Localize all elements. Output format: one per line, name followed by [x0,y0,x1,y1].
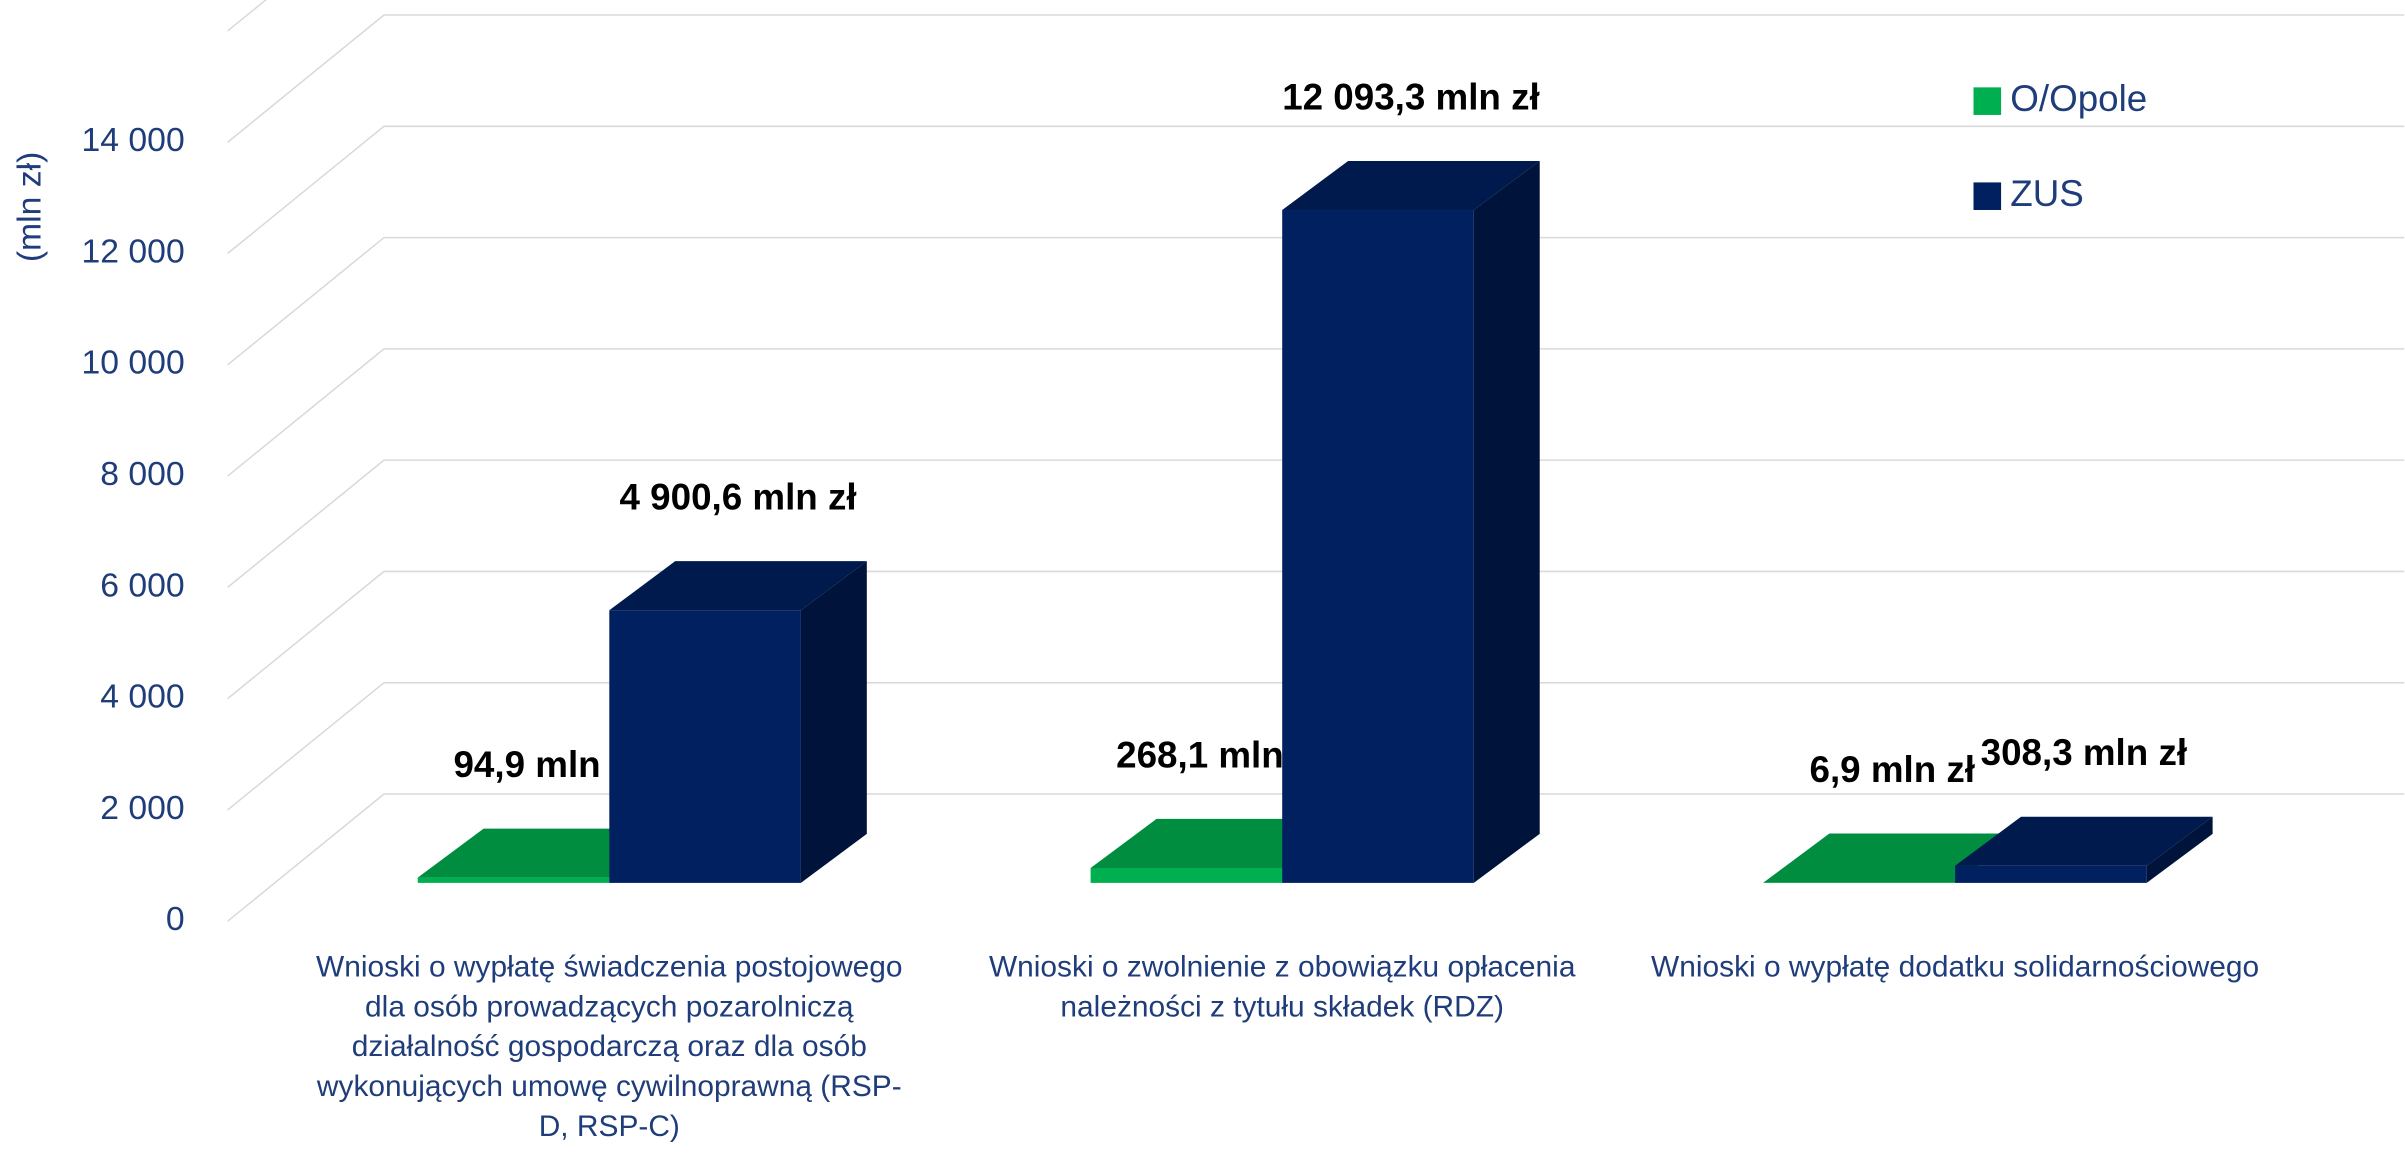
bar-top [1955,816,2213,866]
grid-line [227,348,2405,477]
y-tick-label: 10 000 [82,344,185,382]
x-tick-label-box: Wnioski o wypłatę dodatku solidarnościow… [1651,950,2260,985]
grid-line [227,459,2405,588]
bar-top [1282,160,1540,211]
x-tick-label-box: Wnioski o wypłatę świadczenia postojoweg… [316,950,903,1144]
legend-label: O/Opole [2010,78,2147,119]
grid-line [227,236,2405,366]
grid-line [227,570,2405,700]
bar-side [1473,160,1540,883]
legend-swatch [1973,87,2002,115]
y-tick-label: 4 000 [100,678,184,716]
bar [609,561,867,883]
value-label: 308,3 mln zł [1981,732,2187,773]
y-tick-label: 12 000 [82,232,185,270]
bar [1955,816,2213,883]
bar-front [609,610,801,883]
x-tick-label: Wnioski o wypłatę świadczenia postojoweg… [316,950,903,1144]
bar-front [417,877,610,883]
bar-top [609,561,867,611]
bar [1282,160,1540,883]
y-tick-label: 8 000 [100,455,184,493]
x-tick-label: Wnioski o wypłatę dodatku solidarnościow… [1651,950,2260,985]
grid-line [227,14,2405,143]
value-label: 6,9 mln zł [1810,749,1976,790]
value-label: 12 093,3 mln zł [1282,76,1540,117]
y-tick-label: 6 000 [100,566,184,604]
y-tick-label: 2 000 [100,789,184,827]
value-label: 4 900,6 mln zł [620,477,857,518]
x-tick-label-box: Wnioski o zwolnienie z obowiązku opłacen… [988,950,1576,1024]
bar-front [1282,210,1474,883]
grid-line [227,793,2405,922]
bar-front [1955,865,2147,883]
grid-line [227,681,2405,811]
bar-side [800,561,867,883]
bar-side [2146,816,2213,883]
legend-swatch [1973,182,2002,210]
grid-line [227,125,2405,255]
y-tick-label: 0 [166,900,185,938]
bar-front [1090,867,1283,883]
legend-label: ZUS [2010,173,2084,214]
x-tick-label: Wnioski o zwolnienie z obowiązku opłacen… [988,950,1576,1024]
y-axis-label: (mln zł) [10,152,48,263]
value-label: 94,9 mln zł [453,744,639,785]
y-tick-label: 14 000 [82,121,185,159]
